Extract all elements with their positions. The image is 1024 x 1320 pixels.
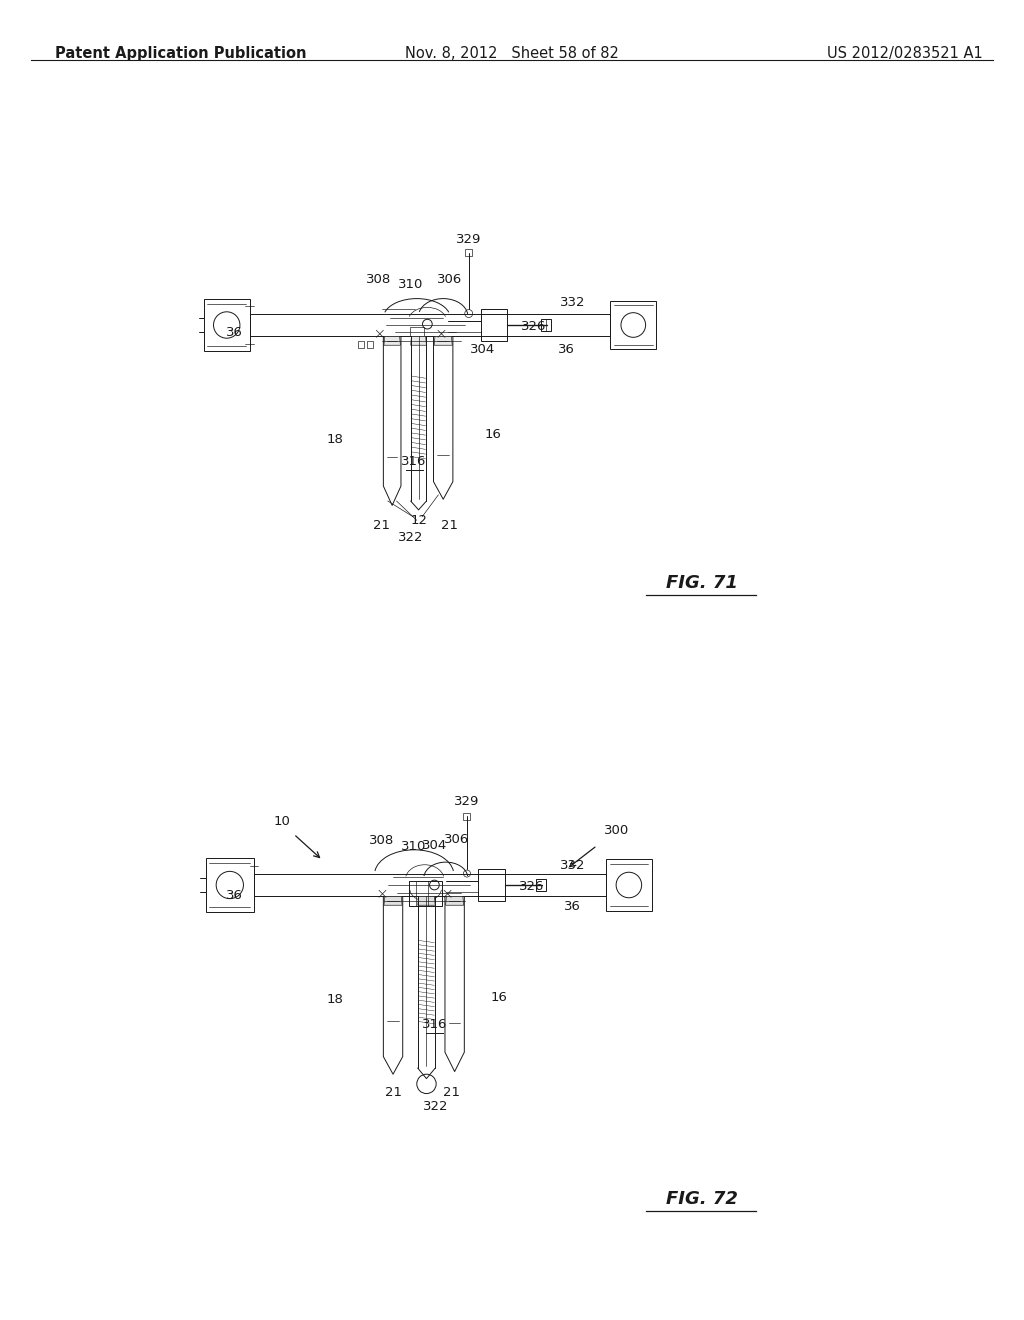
Text: 310: 310	[401, 840, 427, 853]
Text: FIG. 71: FIG. 71	[666, 574, 737, 593]
Bar	[606, 859, 651, 911]
Polygon shape	[445, 896, 464, 906]
Text: 16: 16	[485, 429, 502, 441]
Text: 306: 306	[436, 273, 462, 285]
Text: US 2012/0283521 A1: US 2012/0283521 A1	[827, 46, 983, 61]
Bar	[206, 858, 254, 912]
Text: 21: 21	[373, 519, 390, 532]
Bar	[409, 882, 442, 906]
Text: 332: 332	[560, 859, 586, 873]
Bar	[250, 314, 610, 337]
Bar	[254, 874, 606, 896]
Polygon shape	[384, 896, 402, 906]
Text: 36: 36	[226, 890, 243, 902]
Text: 16: 16	[490, 991, 507, 1005]
Text: 12: 12	[411, 513, 428, 527]
Bar	[465, 249, 472, 256]
Text: 36: 36	[226, 326, 243, 338]
Text: 326: 326	[518, 880, 544, 894]
Text: 304: 304	[422, 840, 447, 851]
Text: 21: 21	[385, 1086, 401, 1100]
Text: 308: 308	[369, 834, 394, 847]
Bar	[481, 309, 508, 341]
Bar	[410, 327, 424, 335]
Text: 21: 21	[443, 1086, 461, 1100]
Polygon shape	[411, 337, 426, 346]
Text: 306: 306	[443, 833, 469, 846]
Text: 18: 18	[327, 993, 343, 1006]
Bar	[204, 298, 250, 351]
Text: 322: 322	[423, 1101, 449, 1113]
Text: 322: 322	[398, 532, 423, 544]
Bar	[367, 342, 373, 348]
Text: 10: 10	[273, 816, 291, 828]
Bar	[536, 879, 546, 891]
Text: 21: 21	[441, 519, 458, 532]
Text: 310: 310	[398, 279, 423, 290]
Text: 304: 304	[470, 343, 496, 356]
Text: 329: 329	[455, 795, 479, 808]
Text: 36: 36	[558, 343, 574, 356]
Text: 332: 332	[560, 297, 586, 309]
Bar	[357, 342, 365, 348]
Bar	[464, 813, 470, 820]
Text: FIG. 72: FIG. 72	[666, 1189, 737, 1208]
Text: 326: 326	[521, 321, 547, 333]
Bar	[541, 319, 552, 331]
Text: 316: 316	[401, 455, 427, 467]
Polygon shape	[434, 337, 453, 346]
Polygon shape	[418, 896, 435, 906]
Bar	[610, 301, 656, 350]
Text: 36: 36	[564, 900, 581, 913]
Text: Patent Application Publication: Patent Application Publication	[55, 46, 306, 61]
Text: 308: 308	[367, 273, 391, 285]
Text: 329: 329	[456, 234, 481, 246]
Text: 316: 316	[422, 1018, 447, 1031]
Bar	[478, 869, 505, 900]
Text: 18: 18	[327, 433, 343, 446]
Text: Nov. 8, 2012   Sheet 58 of 82: Nov. 8, 2012 Sheet 58 of 82	[406, 46, 618, 61]
Text: 300: 300	[604, 824, 629, 837]
Polygon shape	[384, 337, 400, 346]
